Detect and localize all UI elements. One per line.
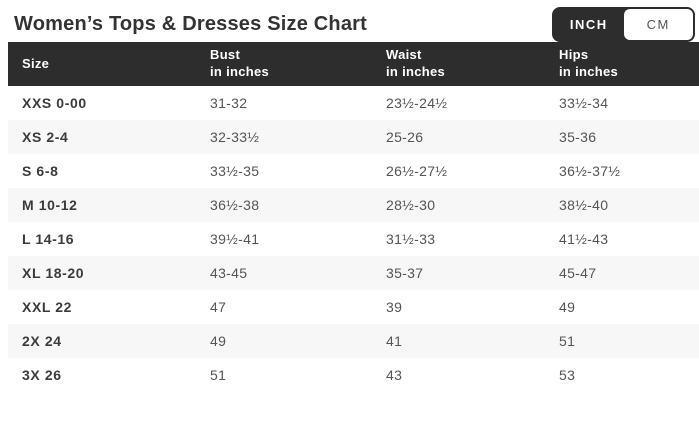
size-cell: 2X 24 (22, 333, 62, 349)
size-cell: M 10-12 (22, 197, 78, 213)
waist-cell: 25-26 (386, 129, 424, 145)
column-header-size: Size (8, 42, 196, 86)
unit-toggle[interactable]: INCH CM (552, 7, 695, 42)
size-cell: L 14-16 (22, 231, 75, 247)
bust-cell: 39½-41 (210, 231, 260, 247)
bust-cell: 47 (210, 299, 227, 315)
waist-cell: 31½-33 (386, 231, 436, 247)
bust-cell: 33½-35 (210, 163, 260, 179)
size-cell: 3X 26 (22, 367, 62, 383)
column-header-hips: Hips in inches (545, 42, 699, 86)
unit-toggle-inch[interactable]: INCH (569, 17, 608, 32)
top-bar: Women’s Tops & Dresses Size Chart INCH C… (0, 0, 699, 42)
table-row: XXS 0-00 31-32 23½-24½ 33½-34 (8, 86, 699, 120)
table-row: 3X 26 51 43 53 (8, 358, 699, 392)
column-label: Waist (386, 47, 422, 63)
page-title: Women’s Tops & Dresses Size Chart (14, 13, 367, 35)
hips-cell: 35-36 (559, 129, 597, 145)
size-cell: XXS 0-00 (22, 95, 87, 111)
bust-cell: 49 (210, 333, 227, 349)
waist-cell: 41 (386, 333, 403, 349)
column-label: Bust (210, 47, 241, 63)
hips-cell: 45-47 (559, 265, 597, 281)
waist-cell: 43 (386, 367, 403, 383)
hips-cell: 49 (559, 299, 576, 315)
hips-cell: 51 (559, 333, 576, 349)
table-row: XL 18-20 43-45 35-37 45-47 (8, 256, 699, 290)
hips-cell: 36½-37½ (559, 163, 621, 179)
waist-cell: 28½-30 (386, 197, 436, 213)
bust-cell: 51 (210, 367, 227, 383)
hips-cell: 33½-34 (559, 95, 609, 111)
waist-cell: 23½-24½ (386, 95, 448, 111)
table-row: S 6-8 33½-35 26½-27½ 36½-37½ (8, 154, 699, 188)
size-cell: S 6-8 (22, 163, 59, 179)
table-header-row: Size Bust in inches Waist in inches Hips… (8, 42, 699, 86)
column-header-bust: Bust in inches (196, 42, 372, 86)
waist-cell: 39 (386, 299, 403, 315)
column-sublabel: in inches (210, 64, 270, 79)
size-cell: XS 2-4 (22, 129, 69, 145)
waist-cell: 35-37 (386, 265, 424, 281)
size-cell: XL 18-20 (22, 265, 85, 281)
hips-cell: 38½-40 (559, 197, 609, 213)
hips-cell: 41½-43 (559, 231, 609, 247)
hips-cell: 53 (559, 367, 576, 383)
table-row: XS 2-4 32-33½ 25-26 35-36 (8, 120, 699, 154)
bust-cell: 31-32 (210, 95, 248, 111)
column-sublabel: in inches (386, 64, 446, 79)
waist-cell: 26½-27½ (386, 163, 448, 179)
table-row: L 14-16 39½-41 31½-33 41½-43 (8, 222, 699, 256)
table-row: XXL 22 47 39 49 (8, 290, 699, 324)
table-row: 2X 24 49 41 51 (8, 324, 699, 358)
size-chart-table: Size Bust in inches Waist in inches Hips… (8, 42, 699, 392)
column-label: Hips (559, 47, 589, 63)
bust-cell: 32-33½ (210, 129, 260, 145)
table-row: M 10-12 36½-38 28½-30 38½-40 (8, 188, 699, 222)
column-sublabel: in inches (559, 64, 619, 79)
bust-cell: 43-45 (210, 265, 248, 281)
column-header-waist: Waist in inches (372, 42, 545, 86)
size-cell: XXL 22 (22, 299, 73, 315)
unit-toggle-cm[interactable]: CM (623, 9, 693, 40)
column-label: Size (22, 55, 50, 71)
bust-cell: 36½-38 (210, 197, 260, 213)
